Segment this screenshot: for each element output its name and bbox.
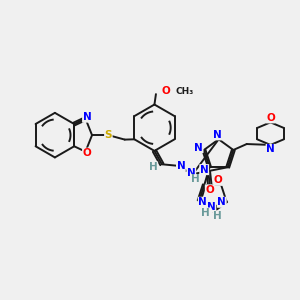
Text: O: O: [214, 176, 223, 185]
Text: H: H: [201, 208, 210, 218]
Text: N: N: [200, 165, 208, 175]
Text: CH₃: CH₃: [175, 87, 194, 96]
Text: O: O: [161, 86, 170, 96]
Text: N: N: [266, 144, 275, 154]
Text: N: N: [218, 197, 226, 207]
Text: O: O: [266, 113, 275, 123]
Text: N: N: [194, 142, 203, 153]
Text: S: S: [105, 130, 112, 140]
Text: N: N: [82, 112, 91, 122]
Text: H: H: [191, 174, 200, 184]
Text: H: H: [149, 162, 158, 172]
Text: N: N: [176, 161, 185, 171]
Text: N: N: [198, 197, 207, 207]
Text: N: N: [207, 202, 216, 212]
Text: N: N: [187, 168, 196, 178]
Text: N: N: [213, 130, 221, 140]
Text: O: O: [82, 148, 91, 158]
Text: H: H: [213, 211, 222, 220]
Text: O: O: [206, 185, 214, 195]
